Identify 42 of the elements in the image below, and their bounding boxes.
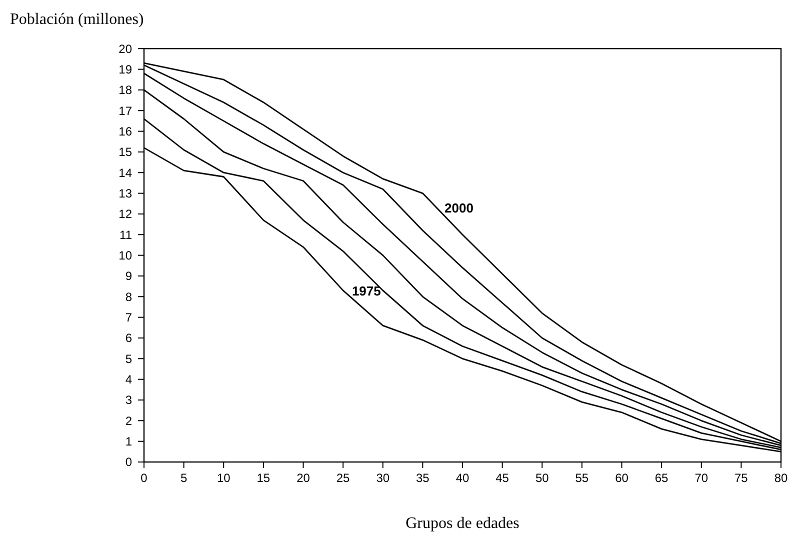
x-tick-label: 5 [180, 471, 188, 485]
y-tick-label: 11 [120, 228, 132, 242]
x-tick-label: 65 [654, 471, 669, 485]
y-tick-label: 15 [118, 145, 132, 160]
y-axis-title: Población (millones) [10, 11, 144, 28]
y-tick-label: 20 [118, 42, 132, 56]
y-tick-label: 4 [125, 372, 132, 387]
x-tick-label: 35 [416, 471, 430, 485]
x-tick-label: 75 [734, 471, 748, 485]
y-tick-label: 6 [125, 331, 132, 346]
y-tick-label: 16 [118, 124, 132, 138]
x-tick-label: 40 [456, 471, 470, 485]
x-tick-label: 80 [774, 471, 788, 485]
y-tick-label: 1 [125, 434, 132, 449]
y-tick-label: 0 [125, 455, 132, 470]
y-tick-label: 18 [118, 83, 132, 98]
y-tick-label: 9 [125, 269, 132, 284]
series-label: 2000 [444, 200, 474, 216]
x-tick-label: 20 [296, 471, 310, 485]
y-tick-label: 19 [118, 62, 132, 76]
series-label: 1975 [352, 284, 381, 299]
x-tick-label: 60 [615, 471, 629, 485]
x-tick-label: 25 [336, 471, 350, 485]
x-axis-title: Grupos de edades [406, 515, 520, 532]
x-tick-label: 15 [256, 471, 270, 485]
x-tick-label: 0 [140, 471, 148, 485]
y-tick-label: 7 [125, 310, 132, 325]
y-tick-label: 17 [118, 104, 132, 118]
y-tick-label: 8 [125, 290, 132, 304]
y-tick-label: 13 [118, 186, 132, 200]
y-tick-label: 3 [125, 393, 132, 408]
y-tick-label: 10 [118, 248, 132, 262]
y-tick-label: 14 [118, 166, 132, 180]
y-tick-label: 5 [125, 352, 132, 366]
x-tick-label: 10 [216, 471, 231, 485]
x-tick-label: 55 [575, 471, 589, 485]
y-tick-label: 2 [125, 414, 132, 428]
x-tick-label: 50 [535, 471, 550, 485]
x-tick-label: 70 [694, 471, 708, 485]
x-tick-label: 45 [496, 471, 510, 485]
y-tick-label: 12 [118, 207, 132, 222]
x-tick-label: 30 [376, 471, 390, 485]
